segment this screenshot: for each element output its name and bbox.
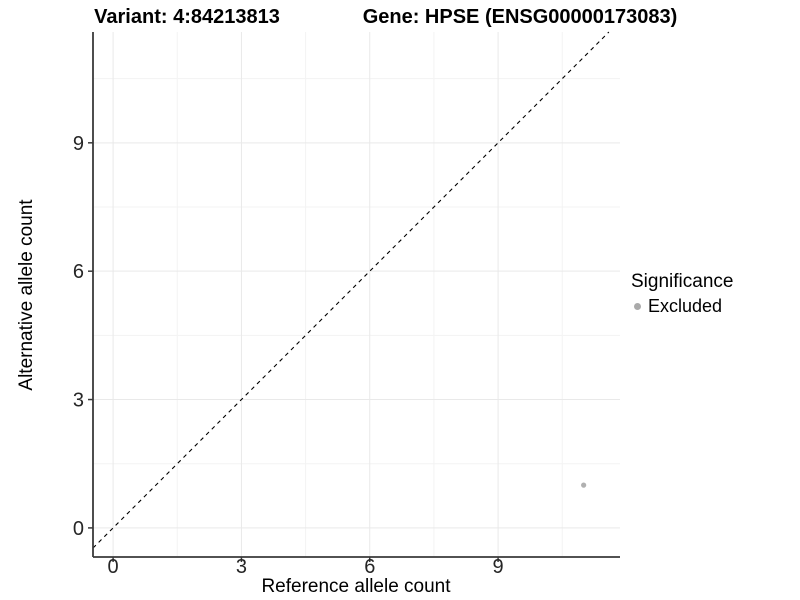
x-tick-label: 9: [493, 556, 504, 578]
y-tick-label: 6: [73, 261, 84, 283]
plot-title-gene: Gene: HPSE (ENSG00000173083): [362, 6, 678, 28]
legend-items: Excluded: [631, 296, 733, 317]
legend-key-dot-icon: [634, 303, 641, 310]
data-point: [581, 482, 587, 488]
y-axis-label: Alternative allele count: [16, 199, 37, 391]
x-tick-label: 3: [236, 556, 247, 578]
x-axis-label: Reference allele count: [261, 576, 451, 597]
x-tick-label: 0: [108, 556, 119, 578]
y-tick-label: 9: [73, 133, 84, 155]
plot-title-variant: Variant: 4:84213813: [94, 6, 280, 28]
identity-line: [92, 31, 610, 549]
x-tick-label: 6: [364, 556, 375, 578]
legend: Significance Excluded: [631, 271, 733, 317]
legend-title: Significance: [631, 271, 734, 292]
y-tick-label: 0: [73, 518, 84, 540]
legend-item: Excluded: [631, 296, 733, 317]
y-tick-label: 3: [73, 390, 84, 412]
legend-item-label: Excluded: [648, 296, 723, 316]
